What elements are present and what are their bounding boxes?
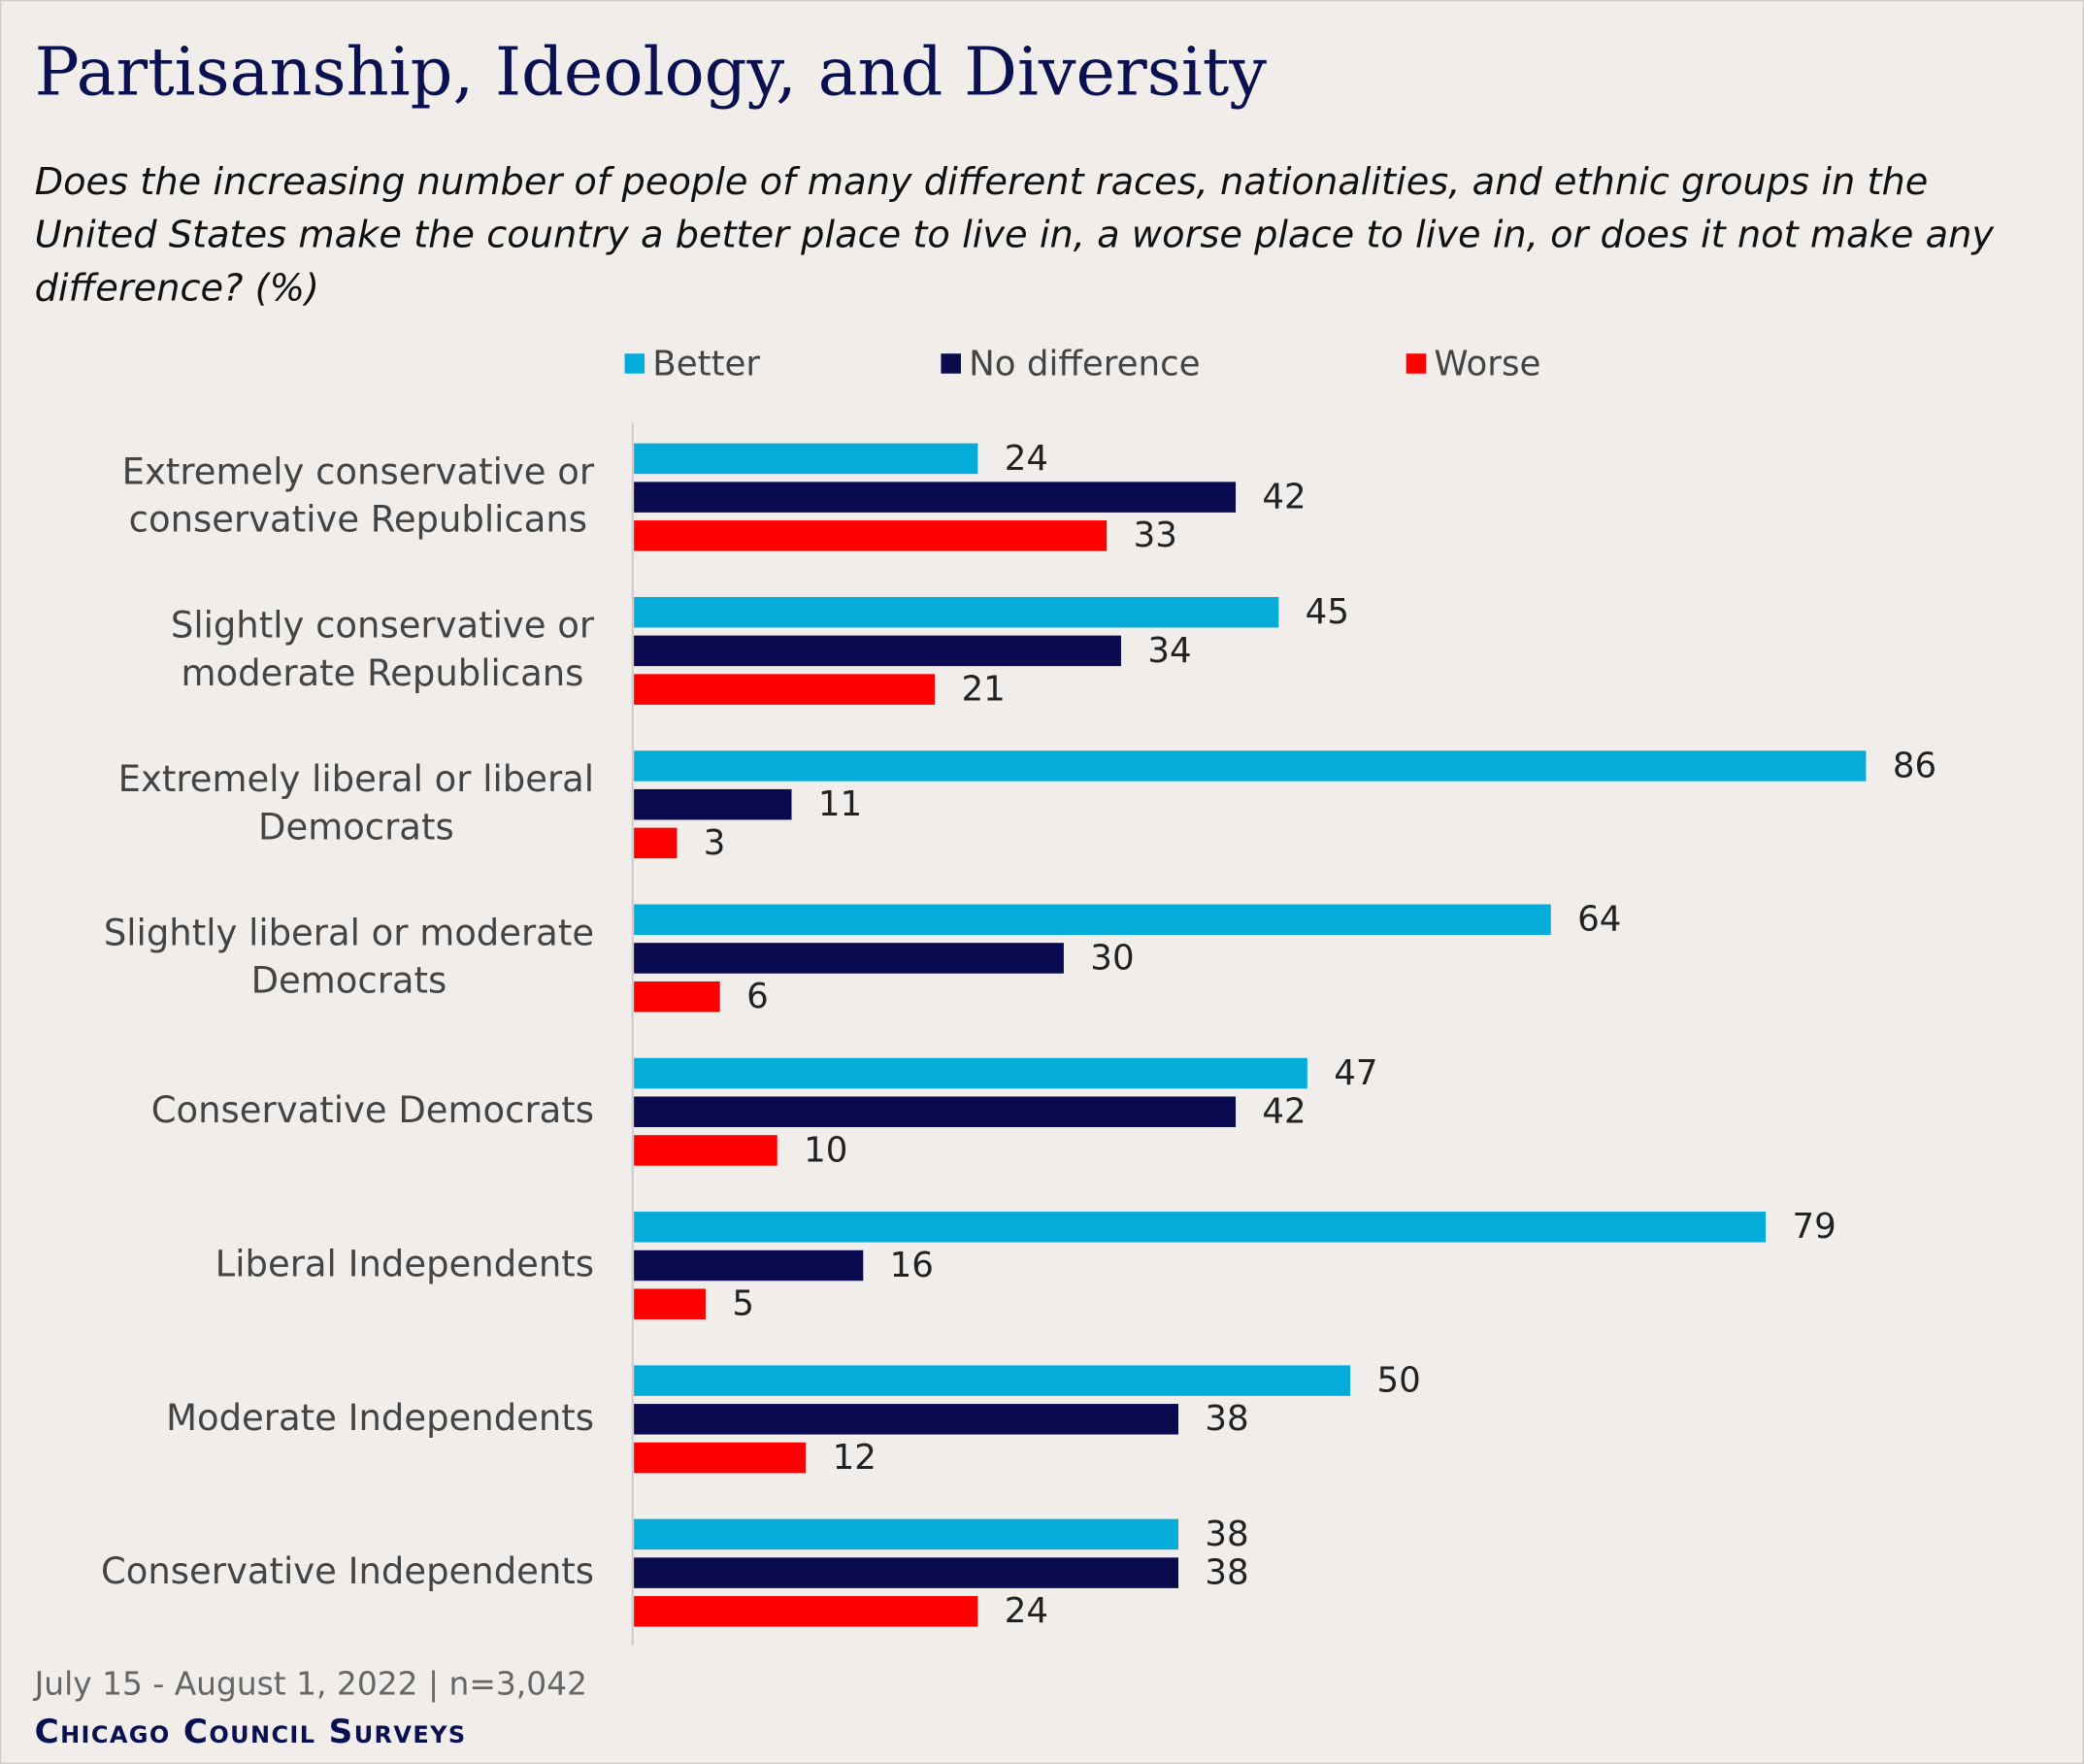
- bar: [634, 904, 1551, 935]
- legend-label: Better: [652, 345, 760, 384]
- value-label: 34: [1147, 631, 1191, 671]
- legend-swatch: [624, 353, 645, 374]
- value-label: 10: [804, 1130, 847, 1170]
- source: Chicago Council Surveys: [35, 1713, 467, 1751]
- category-label: Moderate Independents: [166, 1396, 594, 1438]
- value-label: 42: [1262, 477, 1306, 516]
- value-label: 24: [1005, 439, 1048, 479]
- bar: [634, 1596, 978, 1627]
- value-label: 86: [1893, 746, 1936, 785]
- bar: [634, 1057, 1307, 1089]
- bar: [634, 943, 1064, 974]
- bar: [634, 1404, 1178, 1435]
- value-label: 16: [890, 1246, 934, 1285]
- value-label: 50: [1376, 1360, 1420, 1400]
- bar: [634, 635, 1121, 667]
- value-label: 79: [1793, 1207, 1836, 1247]
- value-label: 11: [818, 784, 862, 824]
- category-label: Liberal Independents: [215, 1243, 594, 1284]
- legend-label: No difference: [969, 345, 1200, 384]
- bar: [634, 1518, 1178, 1550]
- category-label: Conservative Democrats: [151, 1089, 594, 1131]
- category-label: Conservative Independents: [101, 1550, 594, 1592]
- bar: [634, 1212, 1767, 1243]
- bar: [634, 520, 1108, 551]
- bar: [634, 482, 1237, 513]
- bar: [634, 1557, 1178, 1588]
- value-label: 5: [732, 1284, 754, 1324]
- legend-label: Worse: [1434, 345, 1540, 384]
- category-label: Extremely conservative or conservative Re…: [122, 450, 595, 540]
- value-label: 30: [1090, 938, 1134, 978]
- chart-title: Partisanship, Ideology, and Diversity: [35, 33, 1268, 111]
- bar: [634, 981, 720, 1013]
- bar: [634, 1442, 807, 1474]
- bar: [634, 1249, 864, 1281]
- bar: [634, 1288, 706, 1319]
- value-label: 42: [1262, 1092, 1306, 1132]
- legend-swatch: [941, 353, 961, 374]
- value-label: 64: [1577, 900, 1621, 940]
- bar: [634, 674, 936, 705]
- value-label: 38: [1205, 1514, 1248, 1554]
- value-label: 12: [833, 1438, 877, 1478]
- bar: [634, 596, 1279, 628]
- value-label: 33: [1134, 516, 1177, 555]
- note: July 15 - August 1, 2022 | n=3,042: [33, 1665, 587, 1703]
- bar: [634, 1365, 1351, 1396]
- legend-swatch: [1406, 353, 1427, 374]
- bar: [634, 1096, 1237, 1127]
- bar: [634, 750, 1867, 782]
- bar: [634, 788, 792, 820]
- value-label: 21: [961, 669, 1005, 709]
- value-label: 38: [1205, 1552, 1248, 1592]
- value-label: 45: [1306, 592, 1349, 632]
- category-label: Slightly liberal or moderate Democrats: [104, 912, 594, 1001]
- value-label: 24: [1005, 1591, 1048, 1631]
- bar: [634, 443, 978, 475]
- bar: [634, 1135, 777, 1166]
- bar: [634, 827, 678, 859]
- value-label: 47: [1334, 1053, 1377, 1093]
- value-label: 38: [1205, 1399, 1248, 1439]
- category-label: Slightly conservative or moderate Republi…: [171, 604, 595, 693]
- category-label: Extremely liberal or liberal Democrats: [118, 758, 594, 848]
- value-label: 6: [746, 977, 769, 1016]
- chart-subtitle: Does the increasing number of people of …: [35, 159, 1996, 310]
- value-label: 3: [704, 823, 726, 863]
